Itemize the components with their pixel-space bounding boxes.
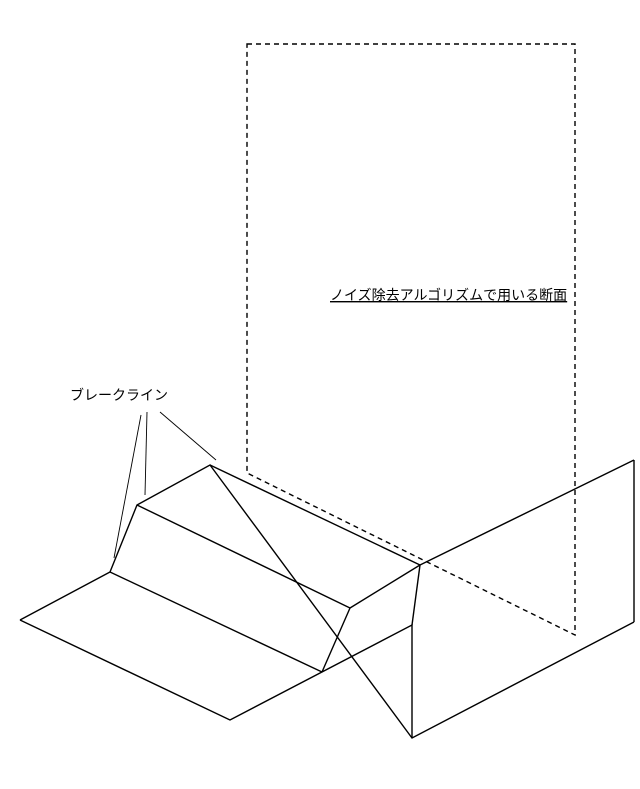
breakline-label: ブレークライン [70,387,168,403]
cross-section-label: ノイズ除去アルゴリズムで用いる断面 [330,287,567,303]
technical-diagram: ブレークライン ノイズ除去アルゴリズムで用いる断面 [0,0,640,789]
cross-section-plane [247,44,575,635]
terrain-surface [20,460,634,738]
